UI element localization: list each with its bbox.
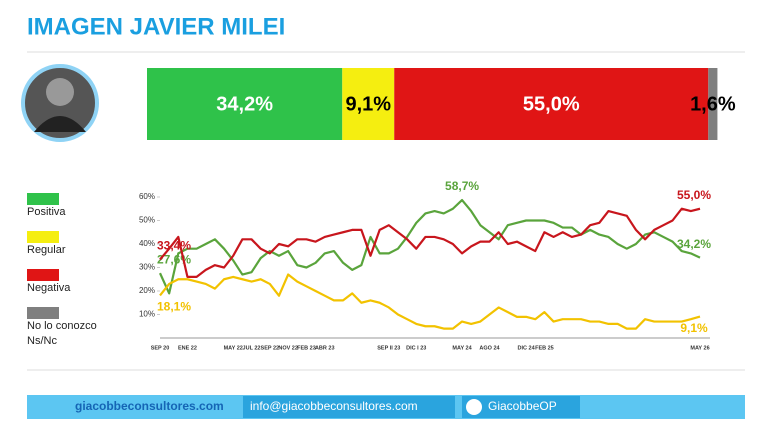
- value-label: 34,2%: [216, 93, 273, 115]
- bar-segment: [708, 68, 718, 140]
- x-tick-label: MAY 26: [690, 345, 709, 351]
- twitter-icon: [466, 399, 482, 415]
- footer-box: [462, 396, 580, 418]
- data-label: 58,7%: [445, 179, 479, 193]
- x-tick-label: NOV 22: [278, 345, 298, 351]
- line: [159, 207, 701, 278]
- footer-box: [243, 396, 455, 418]
- y-tick-label: 10%: [139, 310, 155, 319]
- x-tick-label: MAY 24: [452, 345, 472, 351]
- legend-swatch: [27, 231, 59, 243]
- legend-swatch: [27, 193, 59, 205]
- title: IMAGEN JAVIER MILEI: [27, 13, 285, 40]
- y-tick-label: 60%: [139, 192, 155, 201]
- x-tick-label: DIC 24: [518, 345, 536, 351]
- legend-swatch: [27, 269, 59, 281]
- data-label: 33,4%: [157, 239, 191, 253]
- x-tick-label: SEP 22: [261, 345, 280, 351]
- x-tick-label: ENE 22: [178, 345, 197, 351]
- x-tick-label: SEP II 23: [377, 345, 400, 351]
- value-label: 55,0%: [523, 93, 580, 115]
- bar-segment: [394, 68, 709, 140]
- legend-label: Positiva: [27, 206, 66, 218]
- x-tick-label: FEB 25: [535, 345, 554, 351]
- x-tick-label: MAY 22: [224, 345, 243, 351]
- data-label: 9,1%: [680, 321, 708, 335]
- line: [158, 198, 701, 295]
- y-tick-label: 50%: [139, 216, 155, 225]
- value-label: 9,1%: [345, 93, 391, 115]
- bar-segment: [342, 68, 395, 140]
- y-tick-label: 40%: [139, 239, 155, 248]
- footer-web: giacobbeconsultores.com: [75, 399, 224, 413]
- y-tick-label: 20%: [139, 286, 155, 295]
- x-tick-label: ABR 23: [315, 345, 335, 351]
- data-label: 27,6%: [157, 252, 191, 266]
- data-label: 18,1%: [157, 300, 191, 314]
- x-tick-label: AGO 24: [479, 345, 500, 351]
- photo-head: [46, 78, 74, 106]
- legend-label: Negativa: [27, 282, 71, 294]
- footer-email: info@giacobbeconsultores.com: [250, 399, 418, 413]
- x-tick-label: SEP 20: [151, 345, 170, 351]
- legend-label: Regular: [27, 244, 66, 256]
- photo-body: [34, 116, 86, 132]
- data-label: 55,0%: [677, 188, 711, 202]
- x-tick-label: JUL 22: [243, 345, 261, 351]
- x-tick-label: DIC I 23: [406, 345, 426, 351]
- y-tick-label: 30%: [139, 263, 155, 272]
- line: [159, 273, 701, 330]
- x-tick-label: FEB 23: [297, 345, 316, 351]
- legend-label: No lo conozco Ns/Nc: [27, 320, 97, 347]
- bar-segment: [147, 68, 343, 140]
- footer-social: GiacobbeOP: [488, 399, 557, 413]
- data-label: 34,2%: [677, 237, 711, 251]
- value-label: 1,6%: [690, 93, 736, 115]
- legend-swatch: [27, 307, 59, 319]
